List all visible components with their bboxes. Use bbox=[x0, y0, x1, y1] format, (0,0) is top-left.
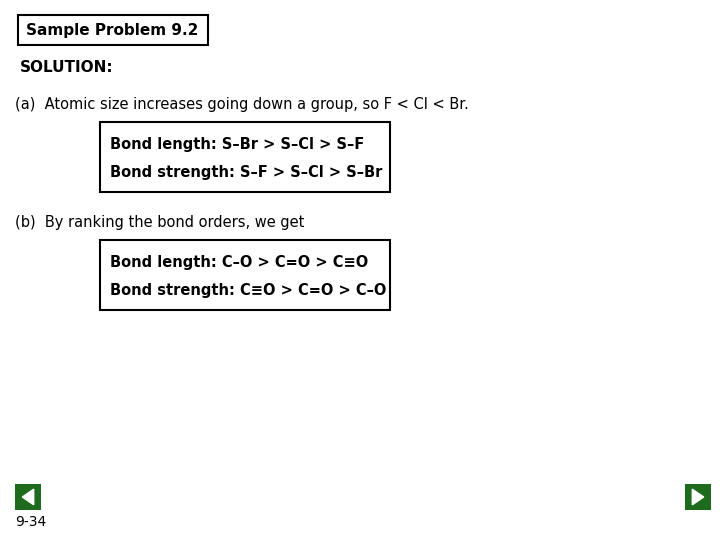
FancyBboxPatch shape bbox=[18, 15, 208, 45]
Text: 9-34: 9-34 bbox=[15, 515, 46, 529]
FancyBboxPatch shape bbox=[685, 484, 711, 510]
Text: SOLUTION:: SOLUTION: bbox=[20, 60, 114, 76]
FancyBboxPatch shape bbox=[100, 240, 390, 310]
Text: Sample Problem 9.2: Sample Problem 9.2 bbox=[26, 23, 199, 37]
Text: Bond strength: S–F > S–Cl > S–Br: Bond strength: S–F > S–Cl > S–Br bbox=[110, 165, 382, 179]
Text: Bond length: C–O > C=O > C≡O: Bond length: C–O > C=O > C≡O bbox=[110, 254, 368, 269]
Polygon shape bbox=[693, 489, 703, 505]
Polygon shape bbox=[22, 489, 34, 505]
FancyBboxPatch shape bbox=[100, 122, 390, 192]
Text: Bond strength: C≡O > C=O > C–O: Bond strength: C≡O > C=O > C–O bbox=[110, 282, 387, 298]
Text: Bond length: S–Br > S–Cl > S–F: Bond length: S–Br > S–Cl > S–F bbox=[110, 137, 364, 152]
FancyBboxPatch shape bbox=[15, 484, 41, 510]
Text: (a)  Atomic size increases going down a group, so F < Cl < Br.: (a) Atomic size increases going down a g… bbox=[15, 98, 469, 112]
Text: (b)  By ranking the bond orders, we get: (b) By ranking the bond orders, we get bbox=[15, 214, 305, 230]
